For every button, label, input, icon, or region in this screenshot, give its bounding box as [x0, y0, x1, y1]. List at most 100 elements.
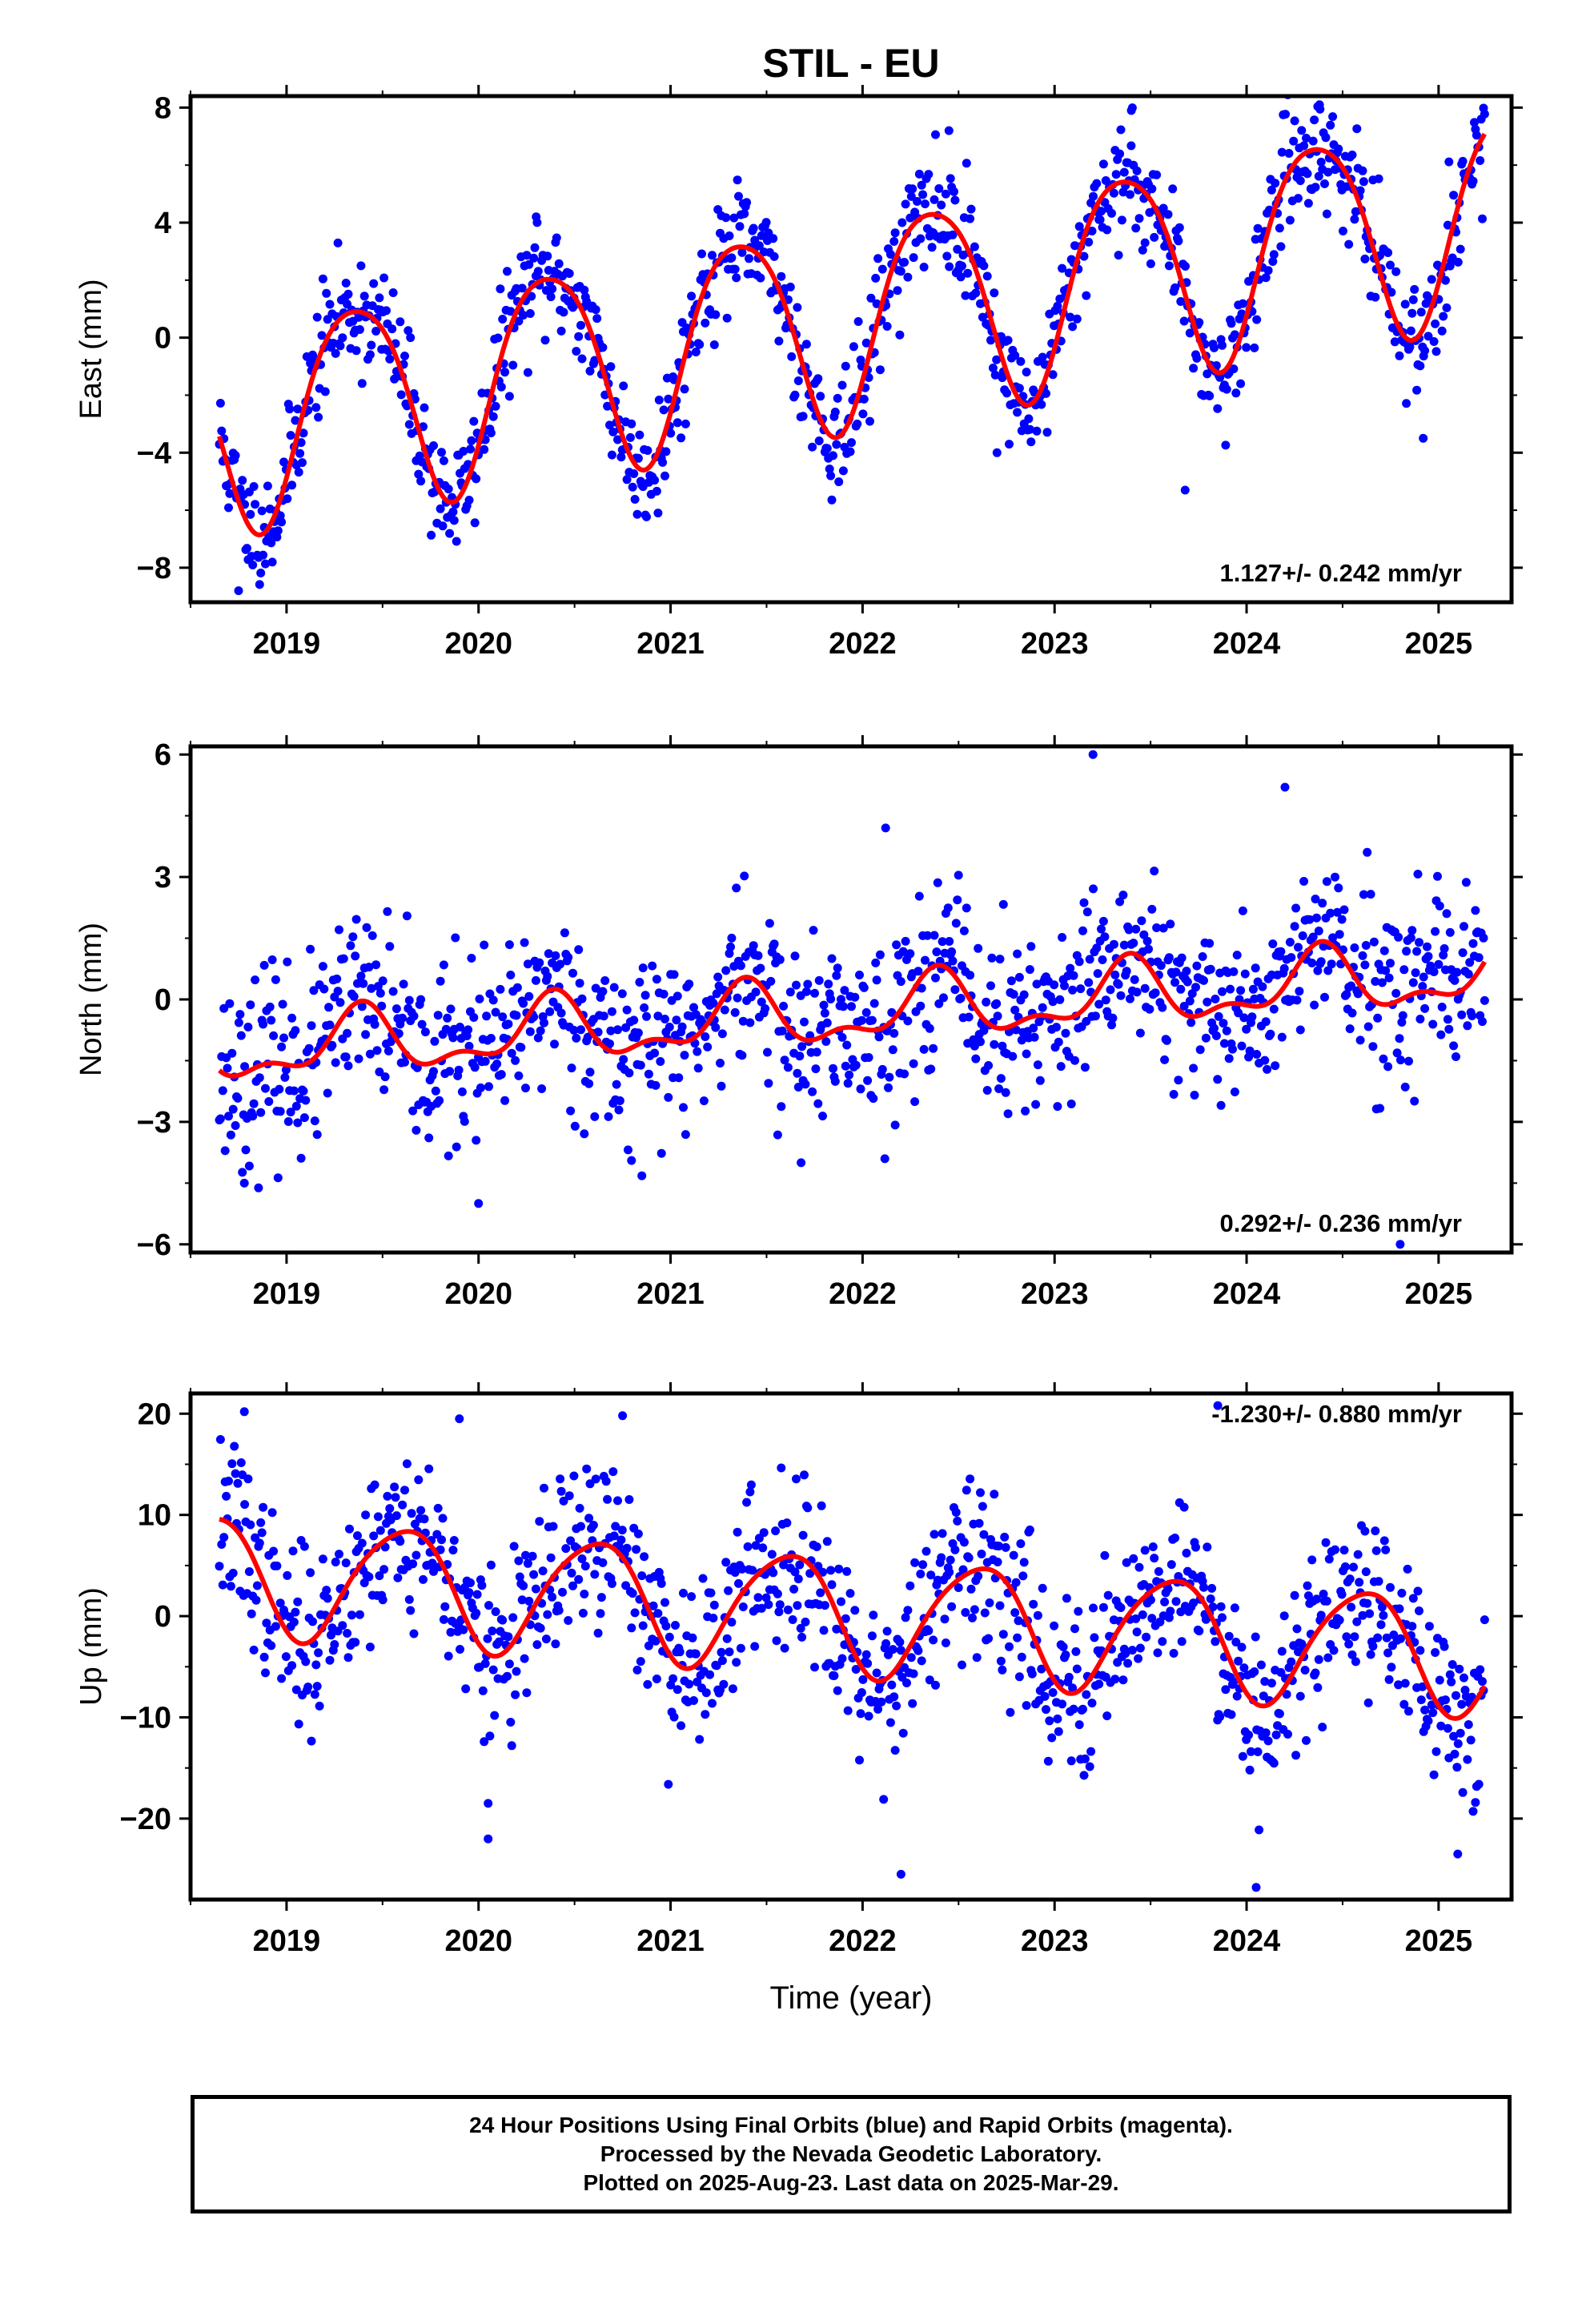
data-point	[871, 958, 881, 967]
data-point	[530, 243, 540, 252]
data-point	[1400, 1082, 1410, 1092]
rate-annotation: 0.292+/- 0.236 mm/yr	[1220, 1209, 1462, 1237]
data-point	[966, 1584, 976, 1594]
data-point	[236, 1458, 246, 1467]
data-point	[1038, 1003, 1047, 1012]
data-point	[537, 1084, 547, 1093]
data-point	[1054, 1037, 1063, 1047]
data-point	[1252, 1050, 1262, 1059]
data-point	[901, 1613, 910, 1622]
data-point	[241, 1145, 251, 1155]
data-point	[1351, 1657, 1360, 1667]
data-point	[548, 284, 557, 294]
data-point	[1271, 1061, 1280, 1071]
data-point	[1089, 1603, 1098, 1613]
data-point	[343, 289, 353, 299]
data-point	[1335, 1615, 1344, 1625]
data-point	[496, 984, 505, 994]
data-point	[745, 1018, 755, 1027]
data-point	[1331, 872, 1339, 882]
data-point	[259, 1019, 268, 1029]
data-point	[1303, 199, 1313, 208]
data-point	[1244, 1731, 1254, 1739]
data-point	[301, 1657, 311, 1667]
data-point	[841, 1061, 850, 1071]
data-point	[580, 285, 589, 295]
data-point	[582, 1464, 592, 1474]
data-point	[749, 223, 758, 233]
data-point	[1097, 207, 1106, 216]
data-point	[1251, 963, 1260, 973]
data-point	[1319, 1590, 1328, 1598]
data-point	[1045, 1716, 1054, 1726]
data-point	[742, 198, 752, 207]
data-point	[1085, 1762, 1094, 1771]
data-point	[416, 1506, 426, 1515]
data-point	[1465, 958, 1475, 967]
data-point	[1121, 1649, 1130, 1659]
data-point	[968, 1613, 977, 1622]
data-point	[812, 1047, 821, 1057]
data-point	[351, 346, 361, 356]
data-point	[1237, 1041, 1247, 1051]
data-point	[979, 1530, 989, 1539]
data-point	[1179, 1502, 1189, 1512]
data-point	[1140, 983, 1150, 993]
data-point	[523, 959, 532, 969]
data-point	[607, 1007, 616, 1016]
data-point	[1231, 1638, 1241, 1647]
data-point	[871, 273, 881, 283]
data-point	[416, 476, 426, 486]
data-point	[1236, 986, 1246, 995]
data-point	[982, 1086, 992, 1095]
data-point	[930, 931, 939, 940]
data-point	[217, 1540, 227, 1549]
data-point	[919, 1044, 929, 1054]
data-point	[275, 1084, 284, 1094]
data-point	[443, 1013, 452, 1023]
data-point	[769, 251, 779, 261]
data-point	[234, 1018, 243, 1027]
data-point	[575, 979, 584, 988]
data-point	[600, 976, 610, 985]
data-point	[552, 233, 561, 243]
data-point	[1144, 944, 1153, 954]
x-tick-label: 2021	[636, 1924, 705, 1958]
data-point	[222, 1491, 231, 1501]
data-point	[1006, 976, 1016, 986]
data-point	[888, 1045, 897, 1055]
data-point	[1408, 978, 1418, 987]
data-point	[1213, 1401, 1223, 1410]
data-point	[1402, 399, 1411, 408]
data-point	[636, 1657, 645, 1667]
data-point	[1420, 1003, 1430, 1013]
data-point	[797, 1042, 807, 1051]
data-point	[939, 993, 948, 1003]
data-point	[251, 1595, 261, 1605]
data-point	[1384, 1675, 1394, 1684]
data-point	[1230, 1088, 1239, 1096]
data-point	[816, 1588, 825, 1598]
data-point	[529, 1570, 539, 1579]
data-point	[226, 1582, 235, 1591]
data-point	[378, 976, 387, 986]
data-point	[745, 1487, 755, 1497]
x-tick-label: 2019	[253, 627, 321, 661]
data-point	[480, 435, 490, 444]
data-point	[925, 1023, 934, 1033]
data-point	[855, 971, 864, 979]
data-point	[751, 987, 761, 997]
data-point	[1449, 1041, 1459, 1051]
data-point	[697, 249, 706, 259]
data-point	[508, 360, 518, 370]
data-point	[490, 1711, 500, 1720]
data-point	[735, 222, 745, 231]
data-point	[1365, 1609, 1375, 1618]
data-point	[842, 1040, 852, 1050]
data-point	[287, 1661, 297, 1671]
data-point	[382, 306, 391, 316]
data-point	[1160, 1055, 1170, 1064]
data-point	[1145, 1004, 1154, 1014]
data-point	[322, 1586, 331, 1595]
